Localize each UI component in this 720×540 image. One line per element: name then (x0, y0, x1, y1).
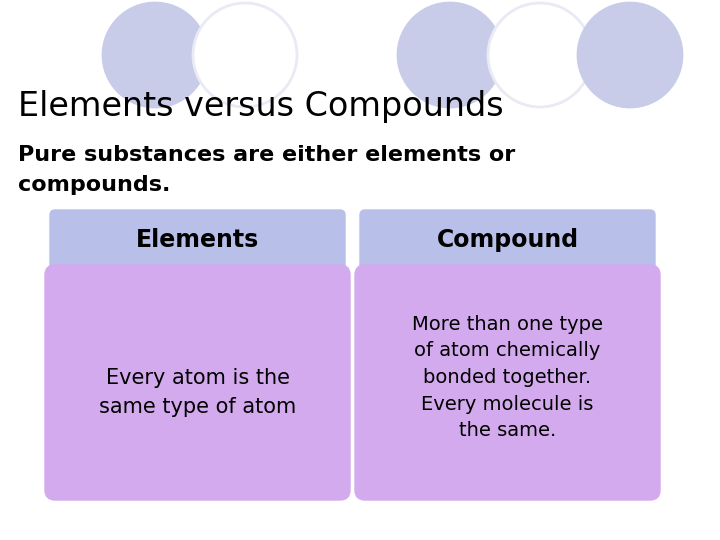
Text: Elements versus Compounds: Elements versus Compounds (18, 90, 503, 123)
Text: Compound: Compound (436, 228, 579, 252)
Ellipse shape (193, 3, 297, 107)
Ellipse shape (398, 3, 502, 107)
FancyBboxPatch shape (355, 265, 660, 500)
Text: Every atom is the
same type of atom: Every atom is the same type of atom (99, 368, 296, 417)
Text: compounds.: compounds. (18, 175, 171, 195)
Text: More than one type
of atom chemically
bonded together.
Every molecule is
the sam: More than one type of atom chemically bo… (412, 315, 603, 440)
Ellipse shape (488, 3, 592, 107)
FancyBboxPatch shape (50, 210, 345, 270)
Text: Pure substances are either elements or: Pure substances are either elements or (18, 145, 516, 165)
FancyBboxPatch shape (45, 265, 350, 500)
Text: Elements: Elements (136, 228, 259, 252)
FancyBboxPatch shape (360, 210, 655, 270)
Ellipse shape (103, 3, 207, 107)
Ellipse shape (578, 3, 682, 107)
